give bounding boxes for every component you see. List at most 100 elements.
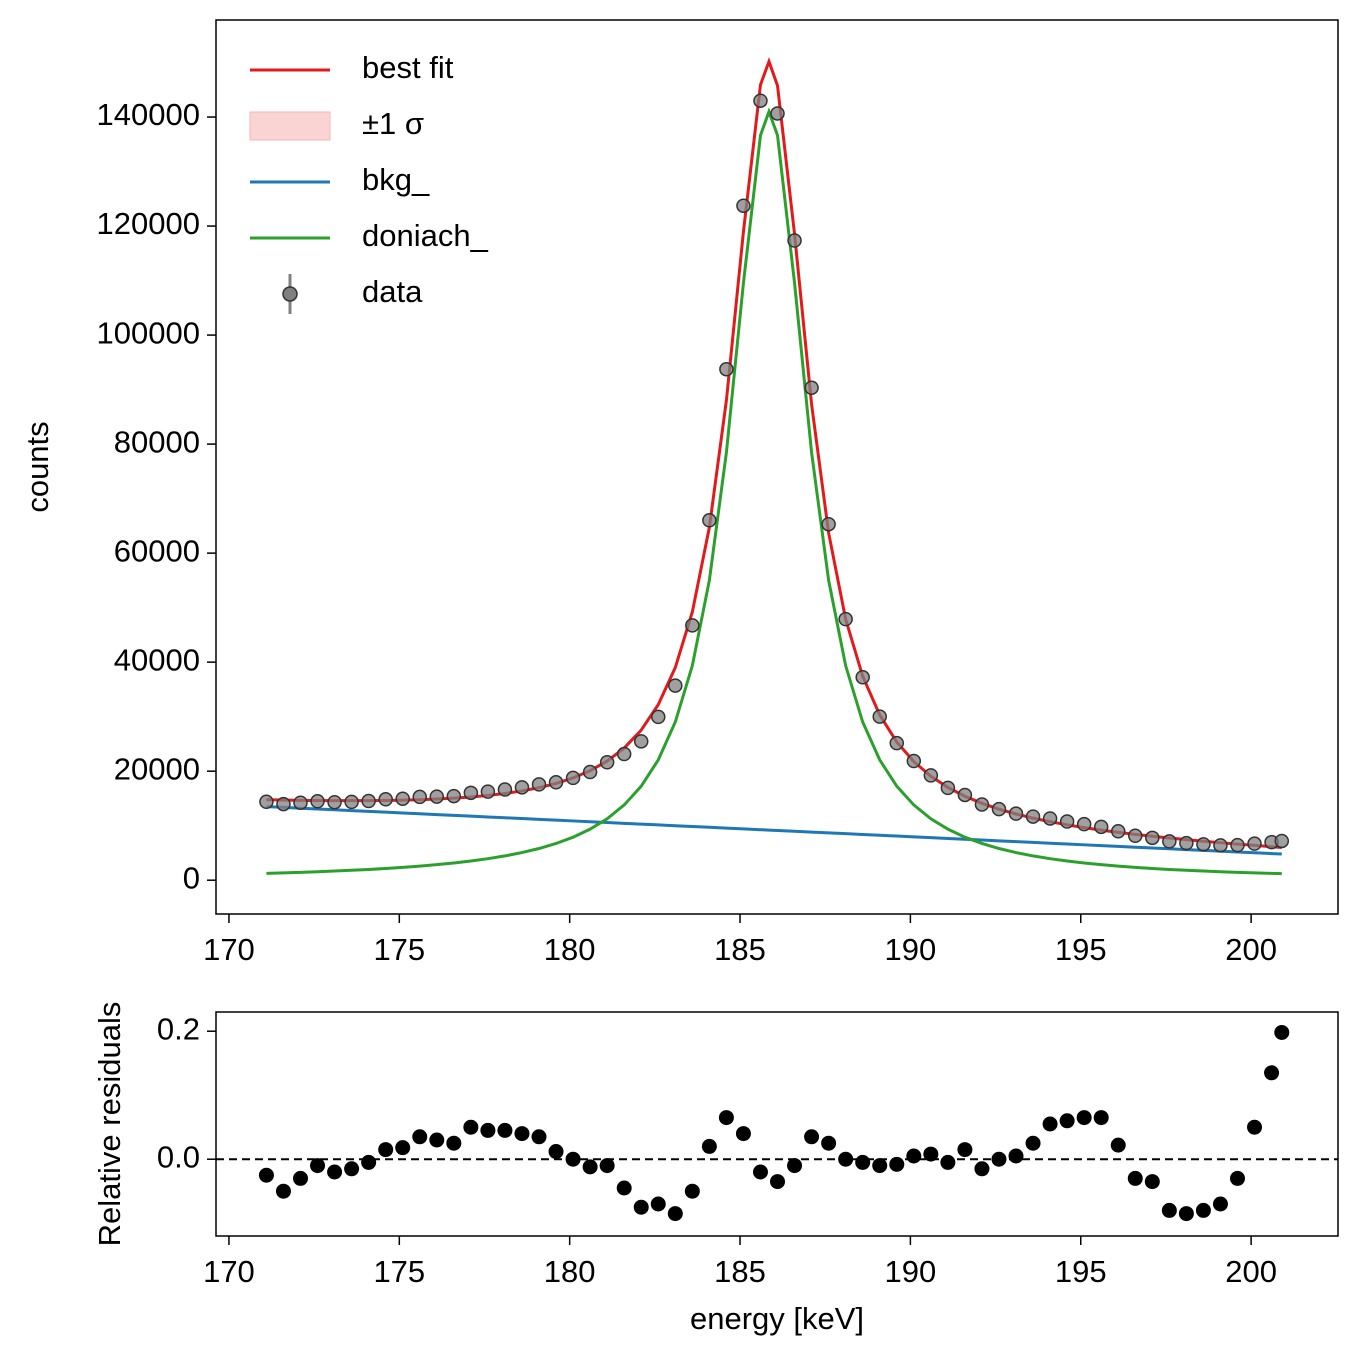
residual-point <box>1144 1174 1160 1190</box>
data-point <box>480 784 496 799</box>
data-point <box>633 734 649 749</box>
data-point <box>582 764 598 780</box>
data-point <box>1059 814 1075 829</box>
residual-point <box>906 1148 922 1164</box>
y-tick-label: 100000 <box>97 315 200 350</box>
residual-point <box>889 1156 905 1172</box>
data-point <box>855 670 870 685</box>
x-axis-label: energy [keV] <box>690 1301 864 1336</box>
y-axis-label: counts <box>20 421 55 512</box>
data-point <box>1247 836 1262 851</box>
legend-swatch <box>249 111 331 141</box>
residual-point <box>1161 1202 1177 1218</box>
residual-point <box>1195 1202 1211 1218</box>
data-point <box>1230 837 1245 853</box>
data-point <box>821 516 836 532</box>
x-tick-label: 175 <box>373 1254 425 1289</box>
residual-point <box>1178 1206 1194 1222</box>
data-point <box>906 753 922 769</box>
residual-point <box>667 1206 683 1222</box>
x-tick-label: 190 <box>885 932 937 967</box>
residual-point <box>378 1142 394 1158</box>
x-tick-label: 180 <box>544 932 596 967</box>
residual-point <box>991 1151 1007 1167</box>
x-tick-label: 200 <box>1225 932 1277 967</box>
data-point <box>668 678 683 693</box>
y-tick-label: 0.2 <box>157 1011 200 1046</box>
residual-point <box>599 1158 615 1174</box>
data-point <box>889 735 905 751</box>
x-tick-label: 185 <box>714 1254 766 1289</box>
data-point <box>804 380 819 395</box>
y-tick-label: 80000 <box>114 424 200 459</box>
residual-point <box>480 1122 496 1138</box>
residual-point <box>838 1151 854 1167</box>
data-point <box>361 793 376 809</box>
residual-point <box>463 1119 479 1135</box>
data-point <box>651 709 666 725</box>
fit-line <box>266 107 1282 876</box>
residual-point <box>514 1126 530 1142</box>
fit-line <box>266 805 1282 856</box>
residual-point <box>957 1142 973 1158</box>
residual-point <box>787 1158 803 1174</box>
data-point <box>327 794 342 810</box>
residual-point <box>565 1151 581 1167</box>
data-point <box>974 797 990 812</box>
residual-point <box>582 1159 598 1175</box>
residual-point <box>1274 1024 1290 1040</box>
residual-point <box>258 1167 274 1183</box>
residual-point <box>633 1199 649 1215</box>
x-tick-label: 200 <box>1225 1254 1277 1289</box>
x-tick-label: 185 <box>714 932 766 967</box>
residual-point <box>735 1126 751 1142</box>
legend-label: best fit <box>362 50 454 85</box>
residual-point <box>292 1170 308 1186</box>
data-point <box>310 794 325 809</box>
x-tick-label: 170 <box>203 932 255 967</box>
data-point <box>991 801 1007 817</box>
y-tick-label: 20000 <box>114 751 200 786</box>
data-point <box>276 796 291 812</box>
data-point <box>616 746 632 762</box>
data-point <box>1042 811 1058 826</box>
residual-point <box>940 1154 956 1170</box>
plot-frame <box>215 1011 1339 1237</box>
residual-point <box>548 1144 564 1160</box>
residual-point <box>821 1135 837 1151</box>
residual-point <box>974 1161 990 1177</box>
data-point <box>940 780 956 796</box>
data-point <box>344 794 359 810</box>
data-point <box>395 791 410 806</box>
x-tick-label: 190 <box>885 1254 937 1289</box>
residual-point <box>429 1132 445 1148</box>
residual-point <box>1247 1119 1263 1135</box>
residual-point <box>1059 1113 1075 1129</box>
data-point <box>685 618 700 633</box>
residual-point <box>361 1154 377 1170</box>
legend-label: doniach_ <box>362 218 489 253</box>
y-tick-label: 140000 <box>97 97 200 132</box>
data-point <box>923 768 939 783</box>
residual-point <box>650 1196 666 1212</box>
data-point <box>753 93 768 108</box>
plot-frame <box>215 19 1339 915</box>
data-point <box>1093 819 1109 835</box>
residual-point <box>855 1154 871 1170</box>
data-point <box>378 792 393 807</box>
data-point <box>702 513 717 528</box>
x-tick-label: 195 <box>1055 1254 1107 1289</box>
residual-point <box>1042 1116 1058 1132</box>
residual-point <box>275 1183 291 1199</box>
residual-point <box>872 1158 888 1174</box>
y-tick-label: 120000 <box>97 206 200 241</box>
residual-point <box>770 1174 786 1190</box>
data-point <box>446 788 462 804</box>
y-tick-label: 0 <box>183 860 200 895</box>
data-point <box>514 780 530 795</box>
residual-point <box>1008 1148 1024 1164</box>
residual-point <box>1110 1137 1126 1153</box>
residual-point <box>684 1183 700 1199</box>
residual-point <box>701 1138 717 1154</box>
